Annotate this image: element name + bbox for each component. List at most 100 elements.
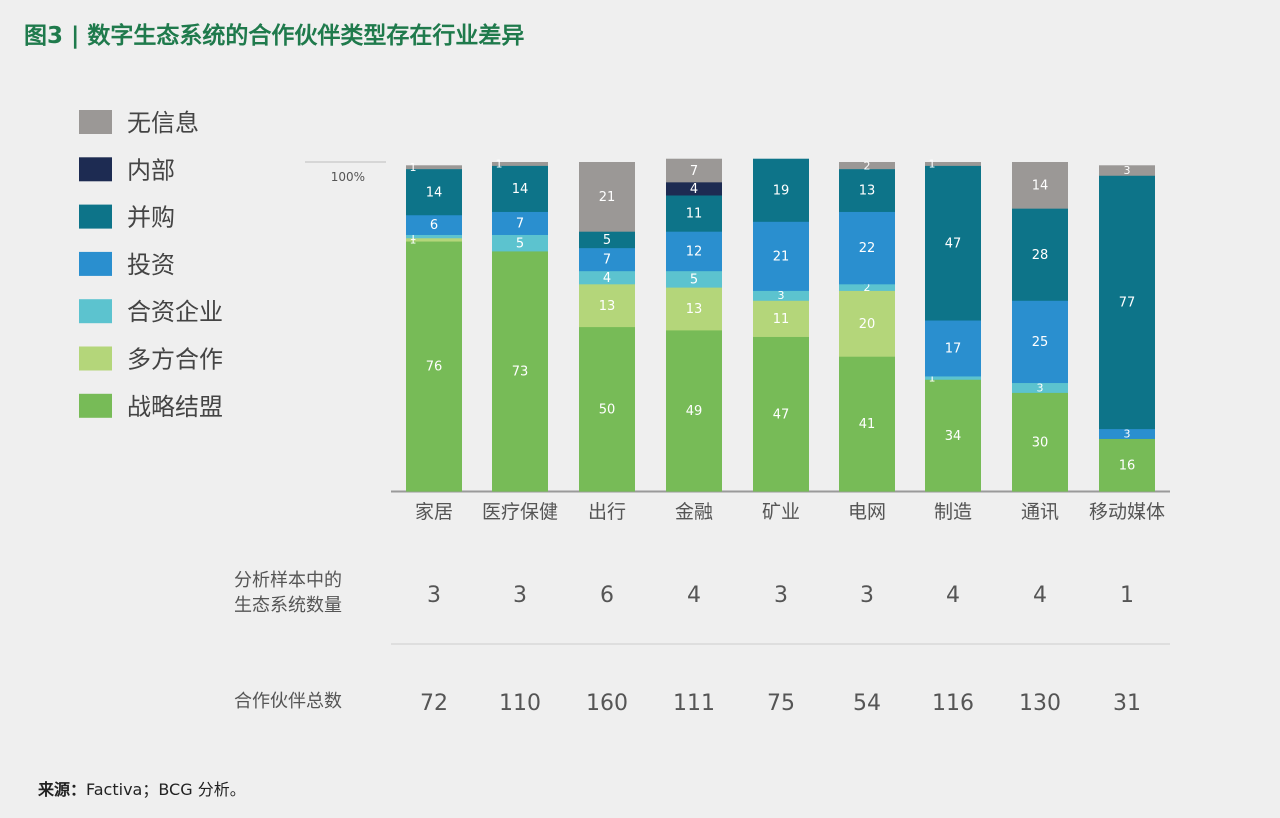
bar-segment	[1099, 165, 1155, 176]
table-cell: 4	[1033, 583, 1047, 608]
bar-segment	[925, 379, 981, 492]
bar-value-label: 34	[945, 429, 962, 444]
bar-value-label: 7	[690, 164, 698, 179]
bar-value-label: 11	[773, 312, 790, 327]
bar-segment	[753, 300, 809, 337]
bar-segment	[839, 356, 895, 492]
legend-swatch	[79, 251, 112, 276]
bar-value-label: 2	[864, 281, 871, 294]
table-cell: 110	[499, 691, 541, 716]
bar-segment	[1012, 392, 1068, 492]
bar-value-label: 41	[859, 417, 876, 432]
legend-swatch	[79, 393, 112, 418]
table-row-label: 生态系统数量	[234, 595, 342, 616]
bar-segment	[839, 168, 895, 212]
bar-value-label: 25	[1032, 335, 1049, 350]
bar-segment	[1099, 175, 1155, 430]
bar-segment	[579, 326, 635, 492]
x-tick-label: 移动媒体	[1089, 501, 1165, 523]
table-cell: 116	[932, 691, 974, 716]
bar-value-label: 13	[686, 302, 703, 317]
bar-segment	[753, 336, 809, 492]
bar-value-label: 12	[686, 245, 703, 260]
bar-segment	[406, 237, 462, 242]
bar-segment	[666, 329, 722, 492]
bar-value-label: 7	[516, 217, 524, 232]
bar-value-label: 20	[859, 317, 876, 332]
bar-value-label: 5	[516, 236, 524, 251]
bar-segment	[579, 231, 635, 249]
x-tick-label: 家居	[415, 501, 453, 523]
table-row-label: 合作伙伴总数	[234, 691, 342, 712]
bar-segment	[839, 211, 895, 285]
bar-value-label: 1	[410, 233, 417, 246]
bar-segment	[406, 165, 462, 170]
bar-value-label: 49	[686, 404, 703, 419]
bar-segment	[579, 283, 635, 328]
bar-value-label: 14	[512, 182, 529, 197]
bar-segment	[579, 247, 635, 272]
bar-value-label: 1	[410, 161, 417, 174]
bar-value-label: 19	[773, 184, 790, 199]
bar-value-label: 16	[1119, 458, 1136, 473]
bar-value-label: 4	[690, 182, 698, 197]
bar-segment	[492, 165, 548, 212]
legend-label: 战略结盟	[127, 393, 223, 421]
bar-value-label: 47	[773, 407, 790, 422]
table-cell: 54	[853, 691, 881, 716]
table-cell: 1	[1120, 583, 1134, 608]
table-row-label: 分析样本中的	[234, 570, 342, 591]
table-cell: 111	[673, 691, 715, 716]
bar-segment	[492, 234, 548, 252]
bar-value-label: 77	[1119, 296, 1136, 311]
bar-value-label: 13	[859, 184, 876, 199]
bar-value-label: 30	[1032, 435, 1049, 450]
legend-label: 并购	[127, 204, 175, 232]
bar-segment	[666, 231, 722, 272]
bar-segment	[666, 158, 722, 183]
bar-segment	[492, 162, 548, 166]
bar-value-label: 5	[603, 233, 611, 248]
bar-value-label: 1	[496, 158, 503, 171]
bar-segment	[666, 287, 722, 331]
bar-segment	[406, 234, 462, 239]
bars: 7611614173571415013475214913512114747113…	[406, 158, 1155, 492]
x-tick-label: 通讯	[1021, 501, 1059, 523]
x-tick-labels: 家居 医疗保健 出行 金融 矿业 电网 制造 通讯 移动媒体	[415, 501, 1165, 523]
bar-segment	[925, 162, 981, 166]
y-tick-label: 100%	[331, 170, 365, 184]
bar-segment	[1012, 162, 1068, 209]
bar-value-label: 3	[778, 289, 785, 302]
bar-value-label: 21	[773, 249, 790, 264]
bar-value-label: 11	[686, 207, 703, 222]
bar-value-label: 21	[599, 190, 616, 205]
bar-value-label: 14	[426, 185, 443, 200]
legend-swatch	[79, 204, 112, 229]
legend-swatch	[79, 110, 112, 134]
table-cell: 3	[513, 583, 527, 608]
bar-segment	[1012, 382, 1068, 393]
bar-segment	[1099, 438, 1155, 492]
table-cell: 6	[600, 583, 614, 608]
bar-segment	[839, 290, 895, 357]
bar-value-label: 3	[1124, 164, 1131, 177]
bar-segment	[406, 240, 462, 492]
table-cell: 3	[427, 583, 441, 608]
bar-segment	[406, 168, 462, 216]
bar-value-label: 4	[603, 271, 611, 286]
bar-segment	[492, 211, 548, 235]
bar-value-label: 22	[859, 241, 876, 256]
bar-value-label: 76	[426, 360, 443, 375]
bar-value-label: 1	[929, 371, 936, 384]
table-cell: 72	[420, 691, 448, 716]
table-cell: 3	[860, 583, 874, 608]
bar-value-label: 3	[1037, 381, 1044, 394]
bar-segment	[579, 162, 635, 232]
legend-label: 无信息	[127, 109, 199, 137]
bar-segment	[839, 283, 895, 291]
source-label: 来源：	[38, 780, 87, 799]
legend-label: 多方合作	[127, 346, 223, 374]
table-cell: 160	[586, 691, 628, 716]
